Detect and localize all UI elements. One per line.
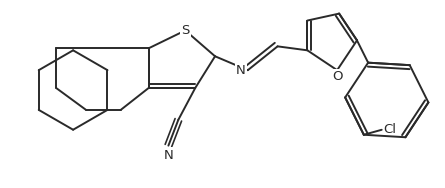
Text: O: O — [332, 70, 342, 83]
Text: Cl: Cl — [384, 123, 396, 136]
Text: S: S — [181, 24, 190, 37]
Text: N: N — [236, 64, 246, 77]
Text: N: N — [163, 149, 173, 162]
